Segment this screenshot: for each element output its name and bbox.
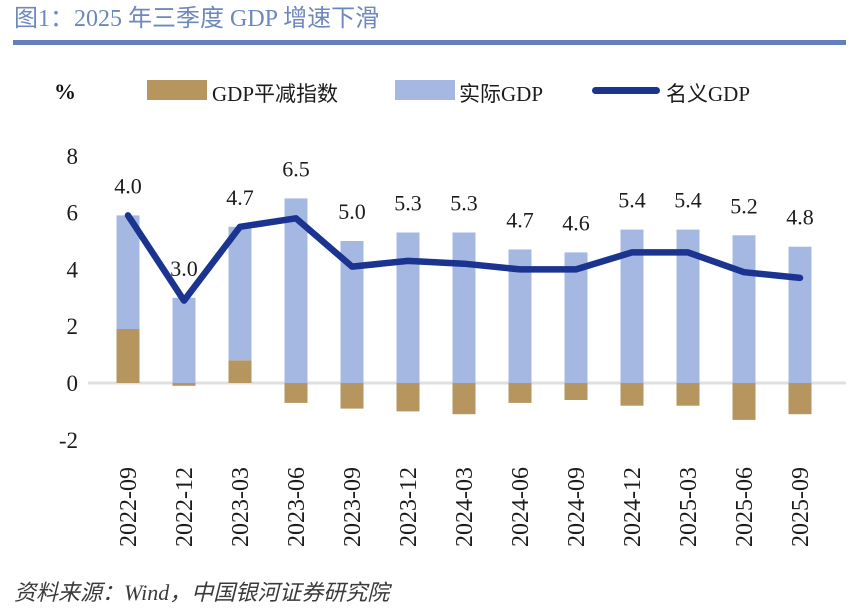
x-axis-tick-label-2023-03: 2023-03 <box>228 467 254 547</box>
x-axis-tick-label-2024-12: 2024-12 <box>620 467 646 547</box>
x-axis-tick-label-2022-09: 2022-09 <box>116 467 142 547</box>
data-label-2024-06: 4.7 <box>506 208 534 233</box>
bar-real-gdp-2025-03 <box>676 229 700 383</box>
x-axis-tick-label-2024-09: 2024-09 <box>564 467 590 547</box>
legend-swatch-gdp-deflator-icon <box>147 80 207 100</box>
bar-gdp-deflator-2025-06 <box>732 383 756 420</box>
y-axis-tick-label-6: 6 <box>67 201 79 226</box>
bar-real-gdp-2025-06 <box>732 235 756 383</box>
bar-real-gdp-2024-12 <box>620 229 644 383</box>
bar-real-gdp-2022-12 <box>172 297 196 383</box>
bar-gdp-deflator-2024-03 <box>452 383 476 415</box>
bar-real-gdp-2024-03 <box>452 232 476 383</box>
data-label-2025-03: 5.4 <box>674 188 702 213</box>
data-label-2025-06: 5.2 <box>730 193 758 218</box>
bar-real-gdp-2022-09 <box>116 215 140 329</box>
bar-gdp-deflator-2024-09 <box>564 383 588 400</box>
data-label-2024-09: 4.6 <box>562 210 590 235</box>
data-label-2023-03: 4.7 <box>226 185 254 210</box>
x-axis-tick-label-2023-12: 2023-12 <box>396 467 422 547</box>
data-label-2023-09: 5.0 <box>338 199 366 224</box>
y-axis-unit-label: % <box>54 79 76 104</box>
bar-gdp-deflator-2022-09 <box>116 329 140 383</box>
y-axis-tick-label--2: -2 <box>59 428 78 453</box>
x-axis-tick-label-2023-06: 2023-06 <box>284 467 310 547</box>
legend-label-real-gdp: 实际GDP <box>459 82 544 106</box>
bar-real-gdp-2023-12 <box>396 232 420 383</box>
legend-swatch-real-gdp-icon <box>395 80 455 100</box>
bar-real-gdp-2024-09 <box>564 252 588 383</box>
title-underline <box>13 40 846 45</box>
data-label-2022-12: 3.0 <box>170 256 198 281</box>
figure-title: 图1：2025 年三季度 GDP 增速下滑 <box>14 6 380 32</box>
legend-line-nominal-gdp-icon <box>592 87 660 94</box>
x-axis-tick-label-2022-12: 2022-12 <box>172 467 198 547</box>
x-axis-tick-label-2024-03: 2024-03 <box>452 467 478 547</box>
source-note: 资料来源：Wind，中国银河证券研究院 <box>14 580 390 605</box>
data-label-2024-03: 5.3 <box>450 191 478 216</box>
x-axis-tick-label-2024-06: 2024-06 <box>508 467 534 547</box>
x-axis-tick-label-2023-09: 2023-09 <box>340 467 366 547</box>
bar-gdp-deflator-2022-12 <box>172 383 196 386</box>
bar-gdp-deflator-2023-06 <box>284 383 308 403</box>
data-label-2023-12: 5.3 <box>394 191 422 216</box>
bar-real-gdp-2023-03 <box>228 226 252 361</box>
bar-gdp-deflator-2024-12 <box>620 383 644 406</box>
bar-real-gdp-2024-06 <box>508 249 532 383</box>
bar-real-gdp-2025-09 <box>788 246 812 383</box>
bar-gdp-deflator-2023-09 <box>340 383 364 409</box>
y-axis-tick-label-2: 2 <box>67 314 79 339</box>
x-axis-tick-label-2025-06: 2025-06 <box>732 467 758 547</box>
data-label-2023-06: 6.5 <box>282 156 310 181</box>
y-axis-tick-label-8: 8 <box>67 144 79 169</box>
data-label-2025-09: 4.8 <box>786 205 814 230</box>
legend-label-gdp-deflator: GDP平减指数 <box>212 82 339 106</box>
nominal-gdp-line <box>124 212 804 304</box>
x-axis-tick-label-2025-03: 2025-03 <box>676 467 702 547</box>
bar-gdp-deflator-2025-09 <box>788 383 812 415</box>
bar-real-gdp-2023-09 <box>340 241 364 383</box>
data-label-2024-12: 5.4 <box>618 188 646 213</box>
x-axis-tick-label-2025-09: 2025-09 <box>788 467 814 547</box>
y-axis-tick-label-0: 0 <box>67 371 79 396</box>
bar-gdp-deflator-2023-03 <box>228 360 252 383</box>
bar-gdp-deflator-2024-06 <box>508 383 532 403</box>
bar-real-gdp-2023-06 <box>284 198 308 383</box>
legend-label-nominal-gdp: 名义GDP <box>666 82 751 106</box>
y-axis-tick-label-4: 4 <box>67 257 79 282</box>
data-label-2022-09: 4.0 <box>114 173 142 198</box>
bar-gdp-deflator-2023-12 <box>396 383 420 412</box>
bar-gdp-deflator-2025-03 <box>676 383 700 406</box>
